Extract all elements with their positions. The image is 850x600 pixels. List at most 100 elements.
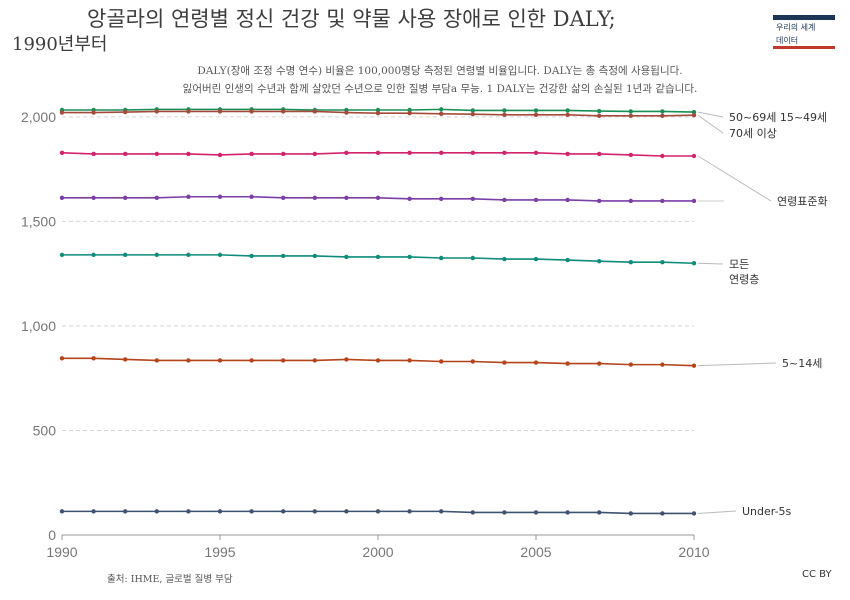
label-connector [698, 363, 776, 366]
data-point [471, 359, 475, 363]
data-point [123, 152, 127, 156]
x-tick-label: 2005 [520, 544, 551, 560]
data-point [565, 152, 569, 156]
data-point [439, 107, 443, 111]
data-point [502, 510, 506, 514]
data-point [471, 510, 475, 514]
data-point [344, 357, 348, 361]
data-point [281, 152, 285, 156]
data-point [502, 113, 506, 117]
data-point [344, 151, 348, 155]
data-point [313, 358, 317, 362]
data-point [376, 151, 380, 155]
data-point [692, 113, 696, 117]
x-tick-label: 1990 [46, 544, 77, 560]
data-point [439, 112, 443, 116]
data-point [91, 253, 95, 257]
data-point [186, 509, 190, 513]
data-point [502, 151, 506, 155]
data-point [344, 509, 348, 513]
series-label: 연령표준화 [777, 195, 828, 208]
data-point [660, 260, 664, 264]
data-point [218, 509, 222, 513]
data-point [60, 253, 64, 257]
data-point [597, 114, 601, 118]
data-point [597, 361, 601, 365]
data-point [60, 196, 64, 200]
data-point [91, 356, 95, 360]
data-point [629, 511, 633, 515]
data-point [155, 253, 159, 257]
data-point [660, 154, 664, 158]
data-point [502, 108, 506, 112]
data-point [313, 152, 317, 156]
data-point [565, 258, 569, 262]
data-point [502, 360, 506, 364]
data-point [123, 357, 127, 361]
data-point [692, 511, 696, 515]
data-point [281, 509, 285, 513]
data-point [60, 356, 64, 360]
data-point [597, 510, 601, 514]
data-point [344, 196, 348, 200]
data-point [249, 509, 253, 513]
data-point [471, 197, 475, 201]
data-point [281, 109, 285, 113]
data-point [313, 509, 317, 513]
series-label: 50~69세 15~49세 [729, 111, 827, 124]
data-point [218, 109, 222, 113]
data-point [91, 509, 95, 513]
data-point [218, 358, 222, 362]
data-point [439, 509, 443, 513]
data-point [565, 198, 569, 202]
data-point [439, 359, 443, 363]
license-link[interactable]: CC BY [802, 569, 832, 580]
data-point [534, 257, 538, 261]
data-point [597, 199, 601, 203]
data-point [313, 254, 317, 258]
data-point [629, 199, 633, 203]
data-point [249, 358, 253, 362]
data-point [629, 260, 633, 264]
data-point [91, 152, 95, 156]
data-point [660, 114, 664, 118]
data-point [249, 195, 253, 199]
data-point [313, 196, 317, 200]
data-point [629, 153, 633, 157]
data-point [186, 109, 190, 113]
data-point [123, 110, 127, 114]
data-point [281, 254, 285, 258]
y-tick-label: 0 [48, 527, 56, 543]
data-point [218, 153, 222, 157]
data-point [155, 196, 159, 200]
label-connector [698, 115, 723, 133]
data-point [692, 199, 696, 203]
data-point [565, 361, 569, 365]
data-point [186, 358, 190, 362]
data-point [692, 261, 696, 265]
series-label: Under-5s [742, 505, 792, 518]
data-point [155, 358, 159, 362]
source-note[interactable]: 출처: IHME, 글로벌 질병 부담 [107, 571, 233, 585]
data-point [123, 196, 127, 200]
data-point [471, 112, 475, 116]
y-tick-label: 2,000 [21, 109, 56, 125]
x-tick-label: 1995 [204, 544, 235, 560]
data-point [376, 196, 380, 200]
data-point [692, 363, 696, 367]
data-point [249, 254, 253, 258]
label-connector [698, 511, 736, 513]
data-point [281, 196, 285, 200]
data-point [565, 113, 569, 117]
data-point [439, 151, 443, 155]
label-connector [698, 263, 723, 264]
data-point [376, 358, 380, 362]
data-point [534, 510, 538, 514]
data-point [660, 362, 664, 366]
data-point [123, 253, 127, 257]
data-point [534, 360, 538, 364]
data-point [502, 198, 506, 202]
data-point [597, 109, 601, 113]
data-point [155, 509, 159, 513]
data-point [502, 257, 506, 261]
